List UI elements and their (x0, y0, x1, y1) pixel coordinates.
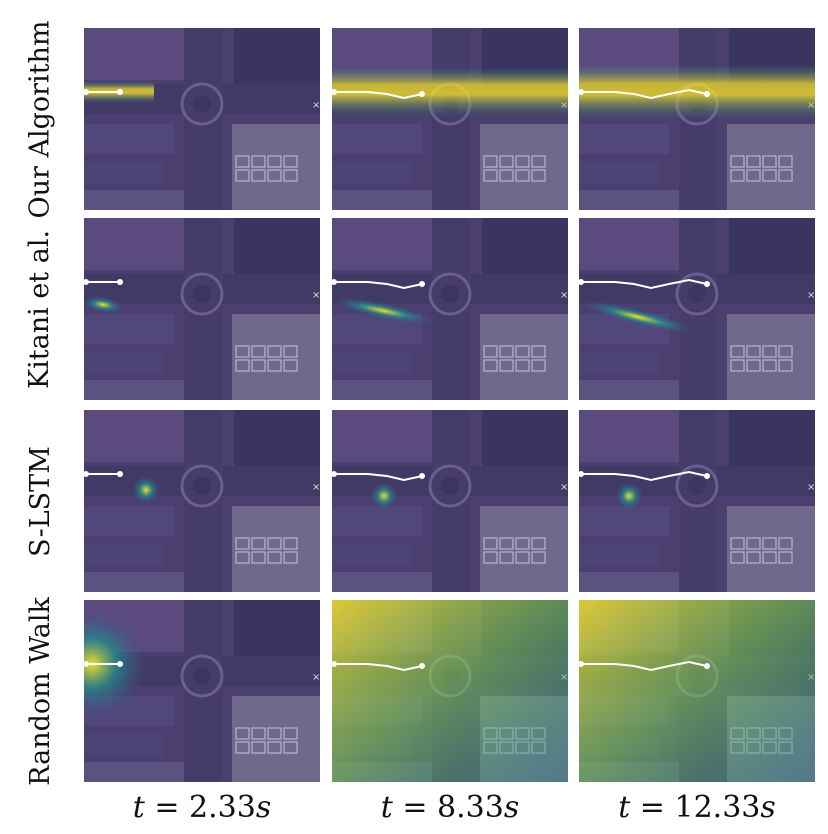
trajectory-end-dot (704, 281, 710, 287)
trajectory-start-dot (332, 89, 337, 95)
svg-text:×: × (807, 290, 815, 301)
trajectory-line (332, 473, 423, 482)
trajectory-end-dot (117, 279, 123, 285)
aerial-scene-image: × (84, 28, 320, 210)
panel-r3-c1: × (84, 410, 320, 592)
trajectory-end-dot (419, 663, 425, 669)
trajectory-line (332, 281, 423, 290)
aerial-scene-image: × (332, 410, 568, 592)
column-label-t2: t = 8.33s (380, 790, 520, 825)
panel-r1-c2: × (332, 28, 568, 210)
trajectory-end-dot (704, 663, 710, 669)
trajectory-end-dot (117, 661, 123, 667)
trajectory-line (579, 470, 708, 482)
svg-text:×: × (312, 290, 320, 301)
row-label-random-walk: Random Walk (24, 596, 56, 786)
panel-r1-c3: × (579, 28, 815, 210)
trajectory-start-dot (579, 661, 584, 667)
panel-r3-c2: × (332, 410, 568, 592)
trajectory-start-dot (84, 279, 89, 285)
svg-text:×: × (807, 482, 815, 493)
panel-r1-c1: × (84, 28, 320, 210)
column-label-t3: t = 12.33s (618, 790, 776, 825)
trajectory-end-dot (419, 91, 425, 97)
aerial-scene-image: × (84, 218, 320, 400)
panel-r2-c2: × (332, 218, 568, 400)
panel-r2-c3: × (579, 218, 815, 400)
trajectory-start-dot (332, 279, 337, 285)
aerial-scene-image: × (579, 600, 815, 782)
trajectory-line (579, 660, 708, 672)
trajectory-start-dot (332, 661, 337, 667)
trajectory-end-dot (704, 91, 710, 97)
aerial-scene-image: × (332, 600, 568, 782)
svg-text:×: × (560, 290, 568, 301)
trajectory-end-dot (419, 281, 425, 287)
svg-text:×: × (312, 100, 320, 111)
panel-r2-c1: × (84, 218, 320, 400)
trajectory-line (332, 663, 423, 672)
trajectory-start-dot (579, 89, 584, 95)
panel-r4-c2: × (332, 600, 568, 782)
trajectory-end-dot (117, 471, 123, 477)
aerial-scene-image: × (332, 28, 568, 210)
trajectory-end-dot (117, 89, 123, 95)
column-label-t1: t = 2.33s (132, 790, 272, 825)
svg-text:×: × (312, 672, 320, 683)
trajectory-start-dot (84, 471, 89, 477)
row-label-our-algorithm: Our Algorithm (24, 19, 56, 219)
aerial-scene-image: × (579, 410, 815, 592)
aerial-scene-image: × (579, 28, 815, 210)
aerial-scene-image: × (84, 600, 320, 782)
panel-r3-c3: × (579, 410, 815, 592)
row-label-s-lstm: S-LSTM (24, 445, 56, 557)
trajectory-start-dot (84, 661, 89, 667)
aerial-scene-image: × (332, 218, 568, 400)
aerial-scene-image: × (579, 218, 815, 400)
trajectory-start-dot (332, 471, 337, 477)
panel-r4-c1: × (84, 600, 320, 782)
trajectory-line (579, 88, 708, 100)
trajectory-start-dot (579, 471, 584, 477)
trajectory-start-dot (84, 89, 89, 95)
trajectory-end-dot (704, 473, 710, 479)
trajectory-start-dot (579, 279, 584, 285)
trajectory-line (332, 91, 423, 100)
svg-text:×: × (560, 482, 568, 493)
svg-text:×: × (312, 482, 320, 493)
trajectory-end-dot (419, 473, 425, 479)
panel-r4-c3: × (579, 600, 815, 782)
trajectory-line (579, 278, 708, 290)
row-label-kitani: Kitani et al. (24, 229, 56, 389)
aerial-scene-image: × (84, 410, 320, 592)
